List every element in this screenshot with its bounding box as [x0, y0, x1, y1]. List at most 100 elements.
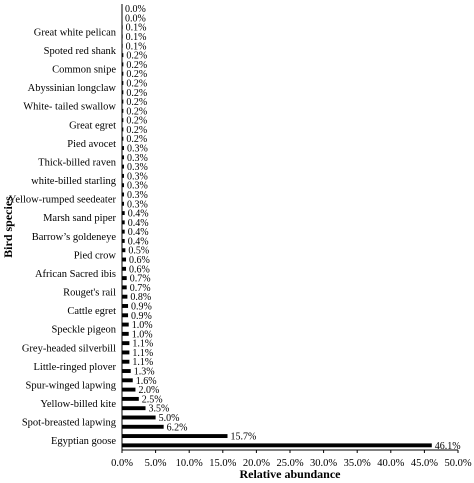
- bar-value-label: 0.4%: [128, 209, 149, 220]
- y-tick-label: Thick-billed raven: [38, 157, 117, 168]
- bar-value-label: 0.3%: [127, 190, 148, 201]
- bar-value-label: 0.3%: [127, 144, 148, 155]
- bar-value-label: 1.6%: [136, 376, 157, 387]
- bar-value-label: 0.2%: [126, 78, 147, 89]
- x-tick-label: 10.0%: [176, 458, 203, 469]
- bar-value-label: 6.2%: [167, 422, 188, 433]
- bar-value-label: 0.5%: [128, 246, 149, 257]
- bar: [122, 238, 125, 243]
- bar: [122, 359, 130, 364]
- x-tick-labels-group: 0.0% 5.0% 10.0% 15.0% 20.0% 25.0% 30.0% 35.0% 40…: [111, 450, 472, 469]
- bar: [122, 211, 125, 216]
- bar: [122, 146, 125, 150]
- bar: [122, 81, 124, 85]
- bar-value-label: 0.6%: [129, 264, 150, 275]
- y-tick-label: Yellow-rumped seedeater: [9, 195, 117, 206]
- bar-value-label: 0.1%: [126, 32, 147, 43]
- bar: [122, 369, 131, 373]
- bar: [122, 350, 130, 355]
- y-tick-label: Grey-headed silverbill: [22, 343, 116, 354]
- bar: [122, 266, 127, 271]
- bar: [122, 341, 130, 346]
- x-tick-label: 40.0%: [377, 458, 404, 469]
- bar-value-label: 1.1%: [132, 339, 153, 350]
- bar: [122, 276, 127, 281]
- y-tick-label: Yellow-billed kite: [40, 399, 116, 410]
- x-tick-label: 30.0%: [310, 458, 337, 469]
- bar-value-label: 0.3%: [127, 181, 148, 192]
- y-tick-label: white-billed starling: [31, 176, 117, 187]
- bar-value-label: 2.0%: [138, 385, 159, 396]
- bar-value-label: 0.1%: [126, 41, 147, 52]
- bar: [122, 424, 164, 429]
- bar: [122, 257, 127, 262]
- bar: [122, 71, 124, 76]
- bar: [122, 192, 125, 197]
- bar: [122, 294, 128, 299]
- bar-value-label: 5.0%: [159, 413, 180, 424]
- bar-value-label: 0.2%: [126, 60, 147, 71]
- y-tick-label: Speckle pigeon: [52, 325, 117, 336]
- bar-value-label: 0.9%: [131, 301, 152, 312]
- bar-value-label: 0.2%: [126, 116, 147, 127]
- y-tick-label: African Sacred ibis: [35, 269, 116, 280]
- bar: [122, 62, 124, 67]
- bar: [122, 248, 126, 253]
- bar: [122, 220, 125, 225]
- bar: [122, 127, 124, 132]
- bar-value-label: 0.2%: [126, 134, 147, 145]
- bar-value-label: 1.3%: [134, 367, 155, 378]
- x-tick-label: 45.0%: [411, 458, 438, 469]
- bar-value-label: 0.4%: [128, 218, 149, 229]
- bar-value-label: 0.7%: [130, 283, 151, 294]
- bar: [122, 201, 125, 206]
- y-tick-label: Marsh sand piper: [43, 213, 116, 224]
- y-tick-label: Spur-winged lapwing: [26, 380, 117, 391]
- bar: [122, 183, 125, 188]
- bar-value-label: 0.2%: [126, 88, 147, 99]
- y-tick-label: Barrow’s goldeneye: [32, 232, 117, 243]
- y-tick-label: Pied avocet: [67, 139, 116, 150]
- bar-value-label: 0.8%: [130, 292, 151, 303]
- bar-value-label: 0.2%: [126, 97, 147, 108]
- bar-value-label: 1.0%: [132, 320, 153, 331]
- y-axis-title: Bird species: [1, 196, 15, 258]
- bars-group: [122, 25, 432, 448]
- bar-value-label: 3.5%: [149, 404, 170, 415]
- bar: [122, 99, 124, 104]
- y-tick-label: Spot-breasted lapwing: [22, 418, 117, 429]
- bar-value-label: 0.2%: [126, 125, 147, 136]
- bar: [122, 304, 129, 308]
- bar: [122, 434, 228, 439]
- bar-value-label: 0.9%: [131, 311, 152, 322]
- bar: [122, 229, 125, 234]
- y-tick-label: Spoted red shank: [44, 46, 117, 57]
- x-tick-label: 15.0%: [209, 458, 236, 469]
- bar: [122, 443, 432, 448]
- bar: [122, 164, 125, 169]
- x-tick-label: 20.0%: [243, 458, 270, 469]
- bar-value-label: 0.4%: [128, 236, 149, 247]
- y-tick-label: Pied crow: [74, 250, 117, 261]
- bar: [122, 90, 124, 95]
- bar: [122, 406, 146, 411]
- bar-value-label: 0.7%: [130, 274, 151, 285]
- x-tick-label: 50.0%: [444, 458, 471, 469]
- y-tick-label: White- tailed swallow: [23, 102, 116, 113]
- bar-value-label: 0.2%: [126, 51, 147, 62]
- bar: [122, 53, 124, 58]
- bar-value-label: 0.2%: [126, 106, 147, 117]
- value-labels-group: 46.1%15.7%6.2%5.0%3.5%2.5%2.0%1.6%1.3%1.…: [125, 4, 461, 452]
- bar-value-label: 0.3%: [127, 199, 148, 210]
- bar-value-label: 15.7%: [231, 432, 257, 443]
- x-axis-title: Relative abundance: [239, 467, 341, 481]
- y-tick-label: Common snipe: [52, 65, 116, 76]
- y-tick-label: Egyptian goose: [51, 436, 116, 447]
- bar: [122, 415, 156, 420]
- y-tick-label: Great egret: [69, 120, 116, 131]
- bar-value-label: 1.1%: [132, 357, 153, 368]
- bar-value-label: 0.0%: [125, 13, 146, 24]
- bar: [122, 396, 139, 401]
- bar: [122, 387, 136, 392]
